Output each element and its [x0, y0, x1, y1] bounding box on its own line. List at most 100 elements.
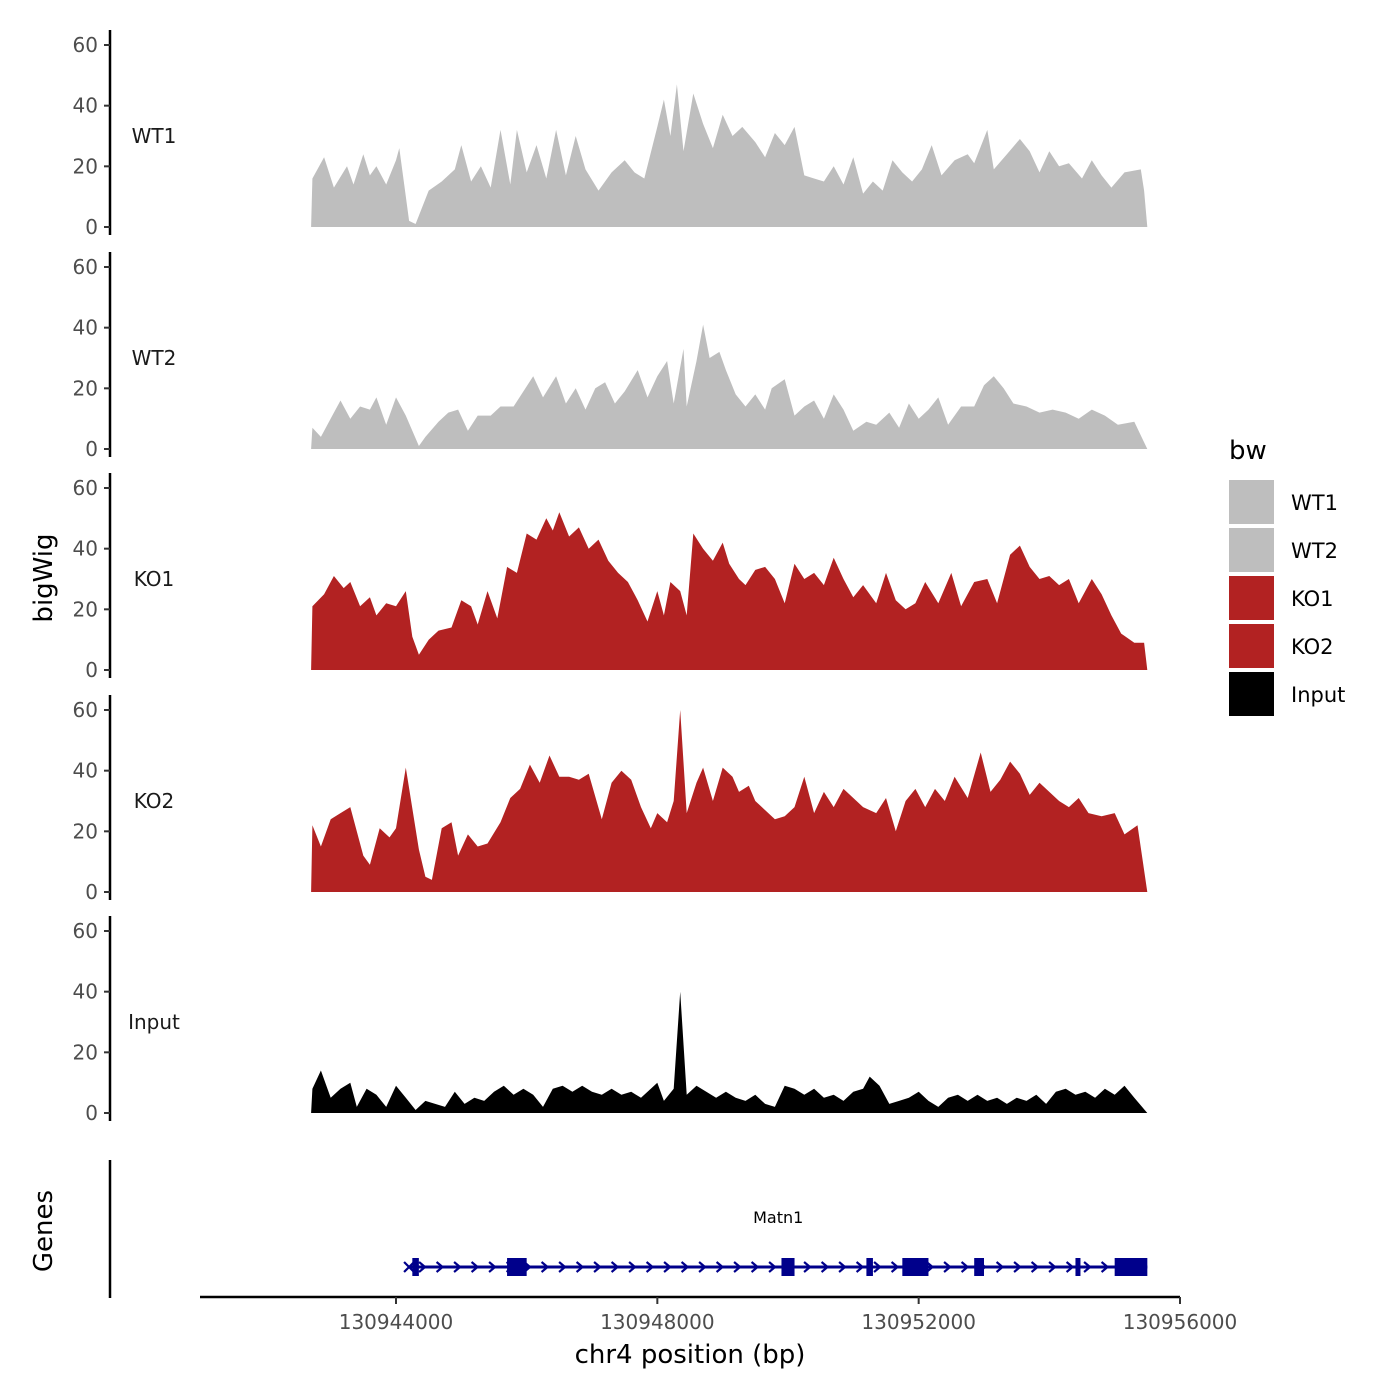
strand-chevron [488, 1261, 497, 1273]
strand-chevron [820, 1261, 830, 1273]
strand-chevron [453, 1261, 462, 1273]
signal-tracks: 0 20 40 60 WT1 0 20 40 60 WT2 0 20 40 60 KO1 0 20 40 60 KO2… [73, 30, 1148, 1125]
strand-chevron [593, 1261, 602, 1273]
strand-chevron [575, 1261, 585, 1273]
gene-exon [866, 1258, 873, 1276]
strand-chevron [558, 1261, 567, 1273]
strand-chevron [1013, 1261, 1022, 1273]
legend-label-ko2: KO2 [1291, 635, 1334, 659]
y-tick-label: 0 [85, 1101, 98, 1125]
y-tick-label: 20 [73, 154, 98, 178]
strand-chevron [750, 1261, 760, 1273]
legend-key-ko1 [1229, 576, 1274, 620]
y-tick-label: 40 [73, 537, 98, 561]
strand-chevron [890, 1261, 900, 1273]
gene-matn1: Matn1 [403, 1208, 1148, 1276]
legend-label-wt2: WT2 [1291, 539, 1338, 563]
strand-chevron [1100, 1261, 1110, 1273]
gene-exon [507, 1258, 527, 1276]
strand-chevron [610, 1261, 620, 1273]
strand-chevron [645, 1261, 655, 1273]
signal-area-input [311, 991, 1148, 1113]
x-axis: 130944000 130948000 130952000 130956000 [200, 1295, 1238, 1334]
track-label: WT1 [132, 124, 177, 148]
gene-exon [1114, 1258, 1148, 1276]
y-tick-label: 40 [73, 94, 98, 118]
legend-label-input: Input [1291, 683, 1345, 707]
gene-exon [1075, 1258, 1081, 1276]
legend-label-ko1: KO1 [1291, 587, 1334, 611]
y-tick-label: 40 [73, 316, 98, 340]
strand-chevron [995, 1261, 1005, 1273]
legend-key-wt2 [1229, 528, 1274, 572]
signal-area-wt2 [311, 324, 1148, 449]
x-tick-label: 130956000 [1123, 1310, 1238, 1334]
strand-chevron [733, 1261, 742, 1273]
y-tick-label: 40 [73, 980, 98, 1004]
x-tick-label: 130944000 [339, 1310, 454, 1334]
strand-chevron [715, 1261, 725, 1273]
strand-chevron [925, 1261, 935, 1273]
strand-chevron [873, 1261, 882, 1273]
y-tick-label: 40 [73, 759, 98, 783]
y-tick-label: 60 [73, 476, 98, 500]
x-axis-title: chr4 position (bp) [575, 1340, 806, 1370]
gene-label: Matn1 [753, 1208, 803, 1227]
gene-exon [412, 1258, 419, 1276]
legend-key-input [1229, 672, 1274, 716]
strand-chevron [943, 1261, 952, 1273]
track-label: KO2 [134, 789, 175, 813]
y-tick-label: 20 [73, 1040, 98, 1064]
track-ko2: 0 20 40 60 KO2 [73, 695, 1148, 904]
track-ko1: 0 20 40 60 KO1 [73, 473, 1148, 682]
x-tick-label: 130952000 [861, 1310, 976, 1334]
strand-chevron [1048, 1261, 1057, 1273]
y-tick-label: 60 [73, 698, 98, 722]
y-axis-title: bigWig [29, 533, 59, 622]
y-tick-label: 60 [73, 33, 98, 57]
legend-key-ko2 [1229, 624, 1274, 668]
track-wt2: 0 20 40 60 WT2 [73, 252, 1148, 461]
track-label: Input [128, 1010, 180, 1034]
strand-chevron [768, 1261, 777, 1273]
y-tick-label: 0 [85, 437, 98, 461]
signal-area-ko2 [311, 710, 1148, 892]
signal-area-ko1 [311, 512, 1148, 670]
gene-exon [781, 1258, 795, 1276]
track-label: WT2 [132, 346, 177, 370]
legend-label-wt1: WT1 [1291, 491, 1338, 515]
strand-chevron [435, 1261, 445, 1273]
y-tick-label: 60 [73, 255, 98, 279]
signal-area-wt1 [311, 84, 1148, 228]
strand-chevron [663, 1261, 672, 1273]
track-input: 0 20 40 60 Input [73, 916, 1148, 1125]
strand-chevron [855, 1261, 865, 1273]
y-tick-label: 0 [85, 215, 98, 239]
strand-chevron [628, 1261, 637, 1273]
strand-chevron [470, 1261, 480, 1273]
strand-chevron [1065, 1261, 1075, 1273]
track-label: KO1 [134, 567, 175, 591]
gene-track: Matn1 [108, 1160, 1148, 1298]
strand-chevron [1030, 1261, 1040, 1273]
y-tick-label: 20 [73, 819, 98, 843]
y-tick-label: 60 [73, 919, 98, 943]
strand-chevron [540, 1261, 550, 1273]
gene-exon [974, 1258, 984, 1276]
genes-axis-title: Genes [29, 1190, 59, 1272]
strand-chevron [680, 1261, 690, 1273]
strand-chevron [1083, 1261, 1092, 1273]
y-tick-label: 20 [73, 376, 98, 400]
gene-exon [902, 1258, 929, 1276]
strand-chevron [960, 1261, 970, 1273]
track-wt1: 0 20 40 60 WT1 [73, 30, 1148, 239]
legend: bw WT1 WT2 KO1 KO2 Input [1229, 436, 1345, 716]
strand-chevron [803, 1261, 812, 1273]
x-tick-label: 130948000 [600, 1310, 715, 1334]
strand-chevron [418, 1261, 427, 1273]
y-tick-label: 0 [85, 658, 98, 682]
legend-title: bw [1229, 436, 1267, 466]
strand-chevron [838, 1261, 847, 1273]
y-tick-label: 0 [85, 880, 98, 904]
